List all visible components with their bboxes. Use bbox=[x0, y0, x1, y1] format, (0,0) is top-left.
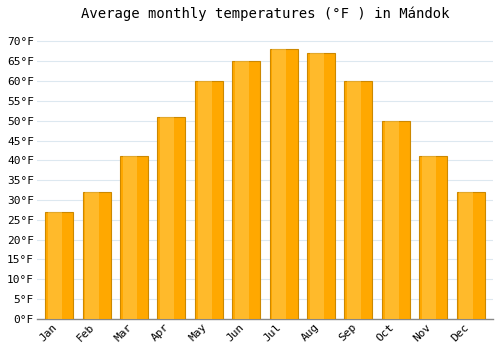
Title: Average monthly temperatures (°F ) in Mándok: Average monthly temperatures (°F ) in Má… bbox=[80, 7, 449, 21]
FancyBboxPatch shape bbox=[422, 156, 436, 319]
Bar bbox=[232, 61, 260, 319]
Bar bbox=[195, 81, 223, 319]
FancyBboxPatch shape bbox=[160, 117, 174, 319]
Bar bbox=[382, 121, 410, 319]
FancyBboxPatch shape bbox=[460, 192, 473, 319]
FancyBboxPatch shape bbox=[86, 192, 100, 319]
Bar bbox=[158, 117, 186, 319]
FancyBboxPatch shape bbox=[347, 81, 361, 319]
FancyBboxPatch shape bbox=[235, 61, 249, 319]
FancyBboxPatch shape bbox=[123, 156, 137, 319]
Bar bbox=[120, 156, 148, 319]
Bar bbox=[270, 49, 297, 319]
Bar bbox=[45, 212, 73, 319]
FancyBboxPatch shape bbox=[48, 212, 62, 319]
FancyBboxPatch shape bbox=[310, 53, 324, 319]
Bar bbox=[419, 156, 447, 319]
FancyBboxPatch shape bbox=[272, 49, 286, 319]
Bar bbox=[456, 192, 484, 319]
FancyBboxPatch shape bbox=[198, 81, 211, 319]
Bar bbox=[307, 53, 335, 319]
Bar bbox=[344, 81, 372, 319]
FancyBboxPatch shape bbox=[384, 121, 398, 319]
Bar bbox=[82, 192, 110, 319]
